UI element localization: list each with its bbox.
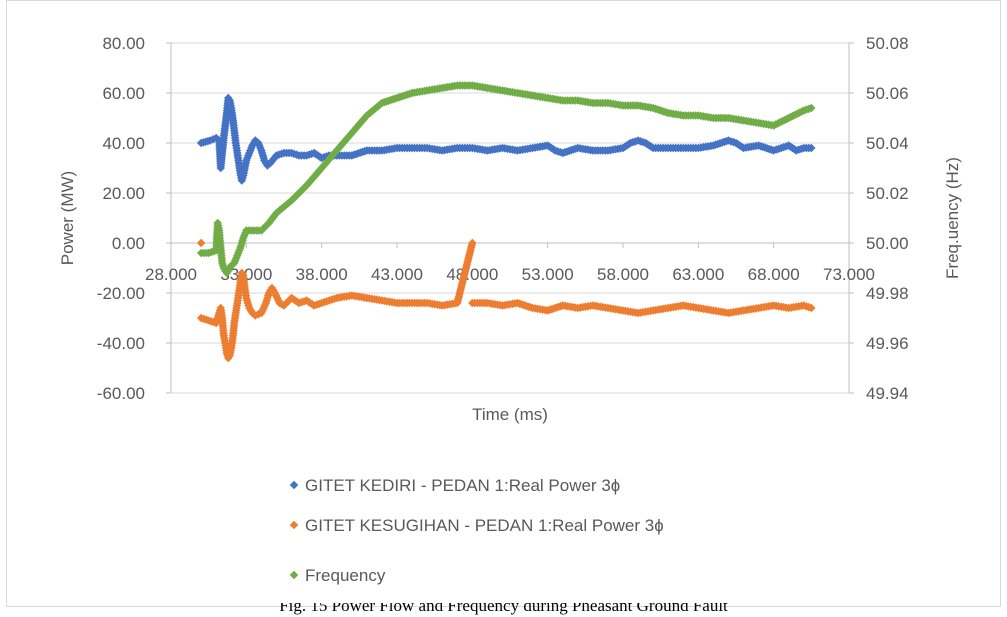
x-tick-label: 73.000 <box>823 265 875 284</box>
y-right-tick-label: 49.98 <box>866 284 909 303</box>
x-tick-label: 43.000 <box>371 265 423 284</box>
y-right-tick-label: 49.94 <box>866 384 909 403</box>
y-right-tick-label: 50.02 <box>866 184 909 203</box>
data-point <box>196 238 206 248</box>
x-tick-label: 48.000 <box>446 265 498 284</box>
y-right-tick-label: 50.08 <box>866 34 909 53</box>
y-left-tick-label: 60.00 <box>102 84 145 103</box>
y-right-tick-label: 50.00 <box>866 234 909 253</box>
y-right-tick-label: 49.96 <box>866 334 909 353</box>
x-tick-label: 58.000 <box>597 265 649 284</box>
legend-marker <box>289 480 299 490</box>
legend-marker <box>289 570 299 580</box>
legend-label: GITET KEDIRI - PEDAN 1:Real Power 3ɸ <box>305 476 620 495</box>
x-tick-label: 28.000 <box>145 265 197 284</box>
y-left-tick-label: -60.00 <box>97 384 145 403</box>
y-right-tick-label: 50.06 <box>866 84 909 103</box>
y-left-tick-label: 40.00 <box>102 134 145 153</box>
y-axis-left-title: Power (MW) <box>58 171 77 265</box>
figure-caption-text: Fig. 15 Power Flow and Frequency during … <box>279 603 728 615</box>
legend-marker <box>289 520 299 530</box>
y-left-tick-label: -40.00 <box>97 334 145 353</box>
y-axis-right-title: Freq.uency (Hz) <box>943 157 962 279</box>
x-tick-label: 68.000 <box>748 265 800 284</box>
y-left-tick-label: 0.00 <box>112 234 145 253</box>
x-tick-label: 38.000 <box>296 265 348 284</box>
y-right-tick-label: 50.04 <box>866 134 909 153</box>
legend-label: Frequency <box>305 566 386 585</box>
y-left-tick-label: 20.00 <box>102 184 145 203</box>
figure-caption: Fig. 15 Power Flow and Frequency during … <box>0 603 1007 617</box>
x-tick-label: 53.000 <box>522 265 574 284</box>
y-left-tick-label: 80.00 <box>102 34 145 53</box>
legend-label: GITET KESUGIHAN - PEDAN 1:Real Power 3ɸ <box>305 516 664 535</box>
x-tick-label: 63.000 <box>672 265 724 284</box>
x-axis-title: Time (ms) <box>472 405 548 424</box>
y-left-tick-label: -20.00 <box>97 284 145 303</box>
data-point <box>807 303 816 313</box>
data-point <box>468 238 477 248</box>
